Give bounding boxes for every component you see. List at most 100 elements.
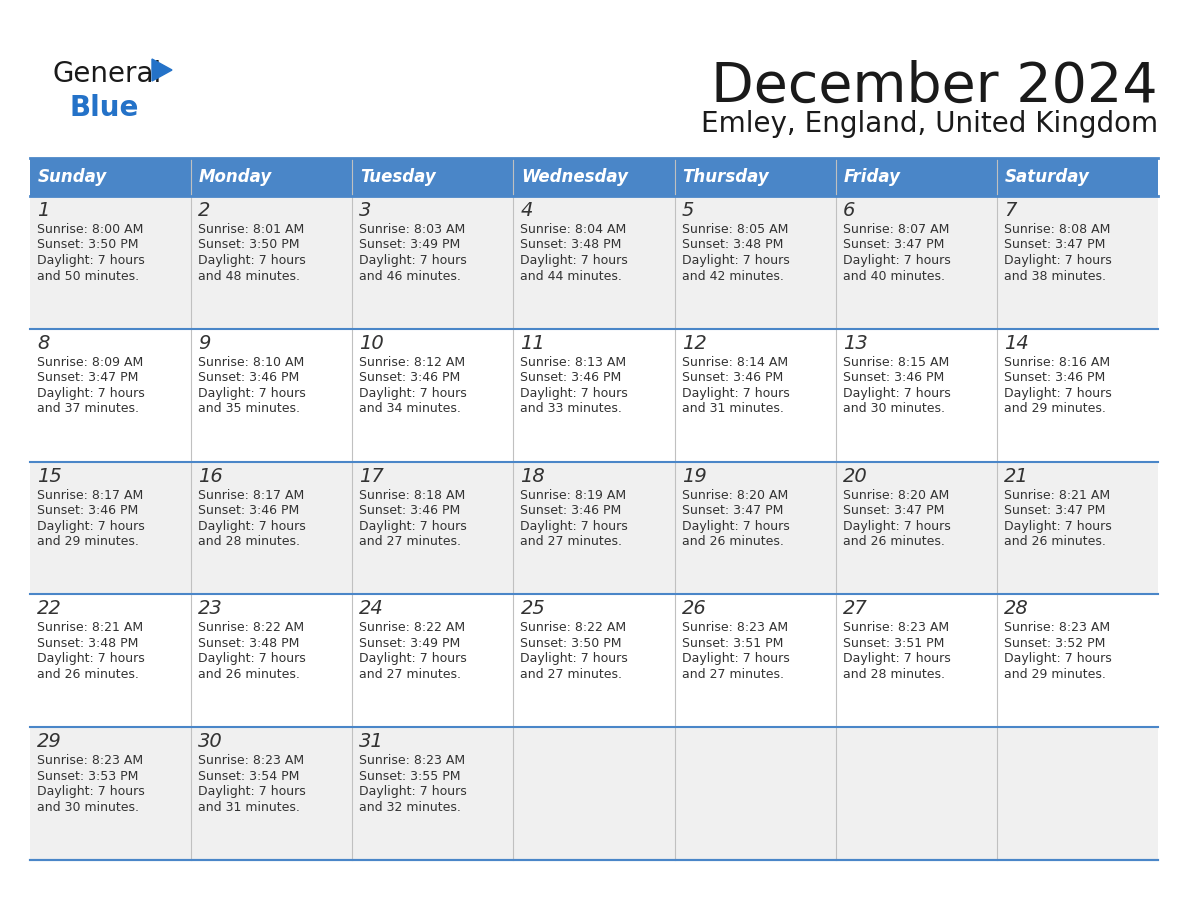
Text: Sunset: 3:52 PM: Sunset: 3:52 PM bbox=[1004, 637, 1105, 650]
Text: Sunrise: 8:09 AM: Sunrise: 8:09 AM bbox=[37, 356, 144, 369]
Text: Sunset: 3:47 PM: Sunset: 3:47 PM bbox=[842, 239, 944, 252]
Text: Daylight: 7 hours: Daylight: 7 hours bbox=[520, 386, 628, 400]
Polygon shape bbox=[152, 59, 172, 81]
Text: Sunrise: 8:22 AM: Sunrise: 8:22 AM bbox=[198, 621, 304, 634]
Text: Daylight: 7 hours: Daylight: 7 hours bbox=[359, 653, 467, 666]
Text: Sunrise: 8:16 AM: Sunrise: 8:16 AM bbox=[1004, 356, 1110, 369]
Text: Sunset: 3:49 PM: Sunset: 3:49 PM bbox=[359, 637, 461, 650]
Text: 3: 3 bbox=[359, 201, 372, 220]
Text: and 26 minutes.: and 26 minutes. bbox=[198, 668, 301, 681]
Text: and 27 minutes.: and 27 minutes. bbox=[682, 668, 784, 681]
Text: Sunrise: 8:23 AM: Sunrise: 8:23 AM bbox=[198, 755, 304, 767]
Bar bbox=[30, 594, 1158, 727]
Text: Daylight: 7 hours: Daylight: 7 hours bbox=[198, 653, 305, 666]
Text: Monday: Monday bbox=[200, 168, 272, 186]
Text: Sunset: 3:48 PM: Sunset: 3:48 PM bbox=[520, 239, 621, 252]
Text: Daylight: 7 hours: Daylight: 7 hours bbox=[37, 653, 145, 666]
Text: Sunset: 3:46 PM: Sunset: 3:46 PM bbox=[1004, 371, 1105, 385]
Text: Daylight: 7 hours: Daylight: 7 hours bbox=[520, 254, 628, 267]
Text: Daylight: 7 hours: Daylight: 7 hours bbox=[359, 520, 467, 532]
Text: Sunday: Sunday bbox=[38, 168, 107, 186]
Text: Sunset: 3:50 PM: Sunset: 3:50 PM bbox=[37, 239, 139, 252]
Text: Sunset: 3:48 PM: Sunset: 3:48 PM bbox=[198, 637, 299, 650]
Text: Sunset: 3:50 PM: Sunset: 3:50 PM bbox=[520, 637, 623, 650]
Text: 18: 18 bbox=[520, 466, 545, 486]
Text: Sunrise: 8:20 AM: Sunrise: 8:20 AM bbox=[682, 488, 788, 501]
Text: Daylight: 7 hours: Daylight: 7 hours bbox=[842, 653, 950, 666]
Text: Sunrise: 8:23 AM: Sunrise: 8:23 AM bbox=[359, 755, 466, 767]
Text: 7: 7 bbox=[1004, 201, 1016, 220]
Text: 20: 20 bbox=[842, 466, 867, 486]
Text: Sunrise: 8:04 AM: Sunrise: 8:04 AM bbox=[520, 223, 627, 236]
Text: 25: 25 bbox=[520, 599, 545, 619]
Text: Sunset: 3:46 PM: Sunset: 3:46 PM bbox=[842, 371, 944, 385]
Text: 19: 19 bbox=[682, 466, 707, 486]
Text: 5: 5 bbox=[682, 201, 694, 220]
Text: 6: 6 bbox=[842, 201, 855, 220]
Text: Sunset: 3:55 PM: Sunset: 3:55 PM bbox=[359, 769, 461, 783]
Text: Sunset: 3:53 PM: Sunset: 3:53 PM bbox=[37, 769, 138, 783]
Text: and 40 minutes.: and 40 minutes. bbox=[842, 270, 944, 283]
Text: Daylight: 7 hours: Daylight: 7 hours bbox=[520, 653, 628, 666]
Text: Sunrise: 8:17 AM: Sunrise: 8:17 AM bbox=[198, 488, 304, 501]
Text: Sunset: 3:47 PM: Sunset: 3:47 PM bbox=[1004, 504, 1105, 517]
Text: Daylight: 7 hours: Daylight: 7 hours bbox=[198, 520, 305, 532]
Text: Sunset: 3:47 PM: Sunset: 3:47 PM bbox=[37, 371, 138, 385]
Bar bbox=[30, 727, 1158, 860]
Text: Sunrise: 8:14 AM: Sunrise: 8:14 AM bbox=[682, 356, 788, 369]
Text: Sunrise: 8:01 AM: Sunrise: 8:01 AM bbox=[198, 223, 304, 236]
Text: and 26 minutes.: and 26 minutes. bbox=[1004, 535, 1106, 548]
Text: 2: 2 bbox=[198, 201, 210, 220]
Text: Sunrise: 8:08 AM: Sunrise: 8:08 AM bbox=[1004, 223, 1111, 236]
Text: Sunrise: 8:20 AM: Sunrise: 8:20 AM bbox=[842, 488, 949, 501]
Text: Daylight: 7 hours: Daylight: 7 hours bbox=[842, 520, 950, 532]
Text: and 29 minutes.: and 29 minutes. bbox=[1004, 402, 1106, 415]
Bar bbox=[30, 158, 1158, 196]
Text: Sunrise: 8:21 AM: Sunrise: 8:21 AM bbox=[37, 621, 143, 634]
Text: and 50 minutes.: and 50 minutes. bbox=[37, 270, 139, 283]
Text: and 30 minutes.: and 30 minutes. bbox=[842, 402, 944, 415]
Text: Daylight: 7 hours: Daylight: 7 hours bbox=[37, 386, 145, 400]
Text: and 27 minutes.: and 27 minutes. bbox=[359, 668, 461, 681]
Text: and 27 minutes.: and 27 minutes. bbox=[520, 535, 623, 548]
Text: Sunset: 3:46 PM: Sunset: 3:46 PM bbox=[520, 504, 621, 517]
Text: Sunrise: 8:23 AM: Sunrise: 8:23 AM bbox=[37, 755, 143, 767]
Text: 14: 14 bbox=[1004, 334, 1029, 353]
Text: Sunrise: 8:23 AM: Sunrise: 8:23 AM bbox=[682, 621, 788, 634]
Text: Sunrise: 8:03 AM: Sunrise: 8:03 AM bbox=[359, 223, 466, 236]
Text: 22: 22 bbox=[37, 599, 62, 619]
Text: Sunset: 3:46 PM: Sunset: 3:46 PM bbox=[359, 504, 461, 517]
Text: Blue: Blue bbox=[70, 94, 139, 122]
Text: 21: 21 bbox=[1004, 466, 1029, 486]
Text: and 42 minutes.: and 42 minutes. bbox=[682, 270, 783, 283]
Text: 17: 17 bbox=[359, 466, 384, 486]
Text: Sunset: 3:51 PM: Sunset: 3:51 PM bbox=[842, 637, 944, 650]
Text: Sunset: 3:47 PM: Sunset: 3:47 PM bbox=[682, 504, 783, 517]
Text: Daylight: 7 hours: Daylight: 7 hours bbox=[198, 386, 305, 400]
Text: and 26 minutes.: and 26 minutes. bbox=[37, 668, 139, 681]
Text: Sunset: 3:46 PM: Sunset: 3:46 PM bbox=[198, 371, 299, 385]
Text: and 33 minutes.: and 33 minutes. bbox=[520, 402, 623, 415]
Text: Daylight: 7 hours: Daylight: 7 hours bbox=[842, 254, 950, 267]
Text: and 48 minutes.: and 48 minutes. bbox=[198, 270, 301, 283]
Text: Sunrise: 8:23 AM: Sunrise: 8:23 AM bbox=[842, 621, 949, 634]
Text: Sunset: 3:48 PM: Sunset: 3:48 PM bbox=[682, 239, 783, 252]
Text: and 35 minutes.: and 35 minutes. bbox=[198, 402, 301, 415]
Text: and 29 minutes.: and 29 minutes. bbox=[1004, 668, 1106, 681]
Text: Daylight: 7 hours: Daylight: 7 hours bbox=[1004, 254, 1112, 267]
Text: and 26 minutes.: and 26 minutes. bbox=[682, 535, 783, 548]
Text: Daylight: 7 hours: Daylight: 7 hours bbox=[682, 386, 789, 400]
Text: Daylight: 7 hours: Daylight: 7 hours bbox=[359, 785, 467, 798]
Text: Daylight: 7 hours: Daylight: 7 hours bbox=[37, 520, 145, 532]
Text: Sunrise: 8:12 AM: Sunrise: 8:12 AM bbox=[359, 356, 466, 369]
Text: 31: 31 bbox=[359, 733, 384, 751]
Text: 1: 1 bbox=[37, 201, 50, 220]
Text: Saturday: Saturday bbox=[1005, 168, 1089, 186]
Text: and 34 minutes.: and 34 minutes. bbox=[359, 402, 461, 415]
Text: Daylight: 7 hours: Daylight: 7 hours bbox=[1004, 653, 1112, 666]
Text: 29: 29 bbox=[37, 733, 62, 751]
Text: 4: 4 bbox=[520, 201, 532, 220]
Text: Sunset: 3:50 PM: Sunset: 3:50 PM bbox=[198, 239, 299, 252]
Text: Friday: Friday bbox=[843, 168, 901, 186]
Text: Sunrise: 8:22 AM: Sunrise: 8:22 AM bbox=[520, 621, 626, 634]
